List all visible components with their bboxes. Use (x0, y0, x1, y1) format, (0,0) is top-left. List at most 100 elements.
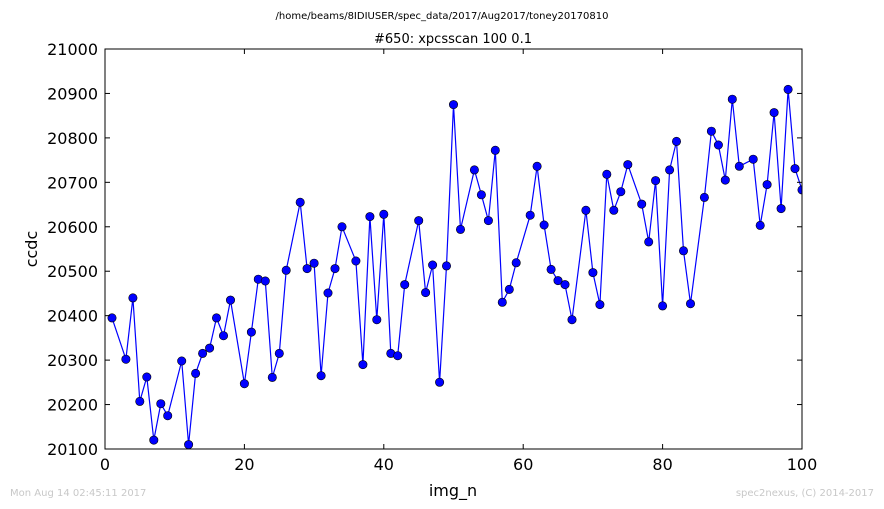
y-tick-label: 20400 (47, 307, 98, 326)
data-point (602, 169, 612, 179)
data-point (316, 371, 326, 381)
data-point (358, 360, 368, 370)
data-point (658, 301, 668, 311)
data-point (246, 327, 256, 337)
data-point (184, 440, 194, 449)
data-point (149, 435, 159, 445)
data-point (177, 356, 187, 366)
data-point (616, 187, 626, 197)
data-point (504, 284, 514, 294)
data-point (219, 331, 229, 341)
x-axis-label: img_n (429, 481, 477, 501)
x-tick-label: 20 (234, 455, 254, 474)
y-tick-label: 21000 (47, 40, 98, 59)
data-point (372, 315, 382, 325)
data-point (706, 126, 716, 136)
x-tick-label: 60 (513, 455, 533, 474)
data-point (267, 372, 277, 382)
y-tick-label: 20300 (47, 351, 98, 370)
data-point (441, 261, 451, 271)
y-tick-label: 20600 (47, 218, 98, 237)
data-point (483, 216, 493, 226)
data-point (400, 280, 410, 290)
data-point (720, 175, 730, 185)
data-point (490, 145, 500, 155)
data-point (609, 205, 619, 215)
plot-frame (104, 48, 803, 450)
data-point (191, 368, 201, 378)
data-point (678, 246, 688, 256)
y-tick-label: 20500 (47, 262, 98, 281)
file-path-header: /home/beams/8IDIUSER/spec_data/2017/Aug2… (276, 11, 609, 22)
data-point (393, 351, 403, 361)
data-point (260, 276, 270, 286)
data-point (448, 100, 458, 110)
data-point (748, 154, 758, 164)
data-point (637, 199, 647, 209)
data-point (790, 164, 800, 174)
data-point (783, 84, 793, 94)
series-group (107, 84, 802, 449)
data-point (128, 293, 138, 303)
data-point (205, 343, 215, 353)
data-point (553, 276, 563, 286)
data-point (135, 396, 145, 406)
data-point (295, 197, 305, 207)
data-point (365, 212, 375, 222)
timestamp-label: Mon Aug 14 02:45:11 2017 (10, 488, 147, 499)
data-point (198, 348, 208, 358)
series-line (111, 89, 802, 445)
data-point (274, 348, 284, 358)
data-point (651, 176, 661, 186)
chart-title: #650: xpcsscan 100 0.1 (374, 32, 532, 47)
data-point (121, 354, 131, 364)
data-point (302, 264, 312, 274)
data-point (595, 300, 605, 310)
data-point (539, 220, 549, 230)
data-point (671, 136, 681, 146)
data-point (226, 295, 236, 305)
data-point (428, 260, 438, 270)
data-point (107, 313, 117, 323)
y-tick-label: 20900 (47, 84, 98, 103)
data-point (414, 216, 424, 226)
data-point (476, 190, 486, 200)
data-point (762, 180, 772, 190)
data-point (379, 209, 389, 219)
credit-label: spec2nexus, (C) 2014-2017 (735, 488, 874, 499)
data-point (532, 161, 542, 171)
data-point (497, 297, 507, 307)
data-point (309, 258, 319, 268)
data-point (330, 264, 340, 274)
data-point (239, 379, 249, 389)
y-axis-label: ccdc (22, 231, 41, 268)
data-point (623, 160, 633, 170)
data-point (581, 205, 591, 215)
data-point (588, 268, 598, 278)
data-point (525, 210, 535, 220)
data-point (212, 313, 222, 323)
data-point (142, 372, 152, 382)
data-point (685, 299, 695, 309)
data-point (156, 399, 166, 409)
y-tick-label: 20100 (47, 440, 98, 459)
data-point (769, 108, 779, 118)
x-tick-label: 40 (374, 455, 394, 474)
data-point (699, 192, 709, 202)
y-tick-label: 20200 (47, 396, 98, 415)
data-point (163, 411, 173, 421)
data-point (734, 161, 744, 171)
y-tick-label: 20800 (47, 129, 98, 148)
data-point (546, 264, 556, 274)
data-point (351, 256, 361, 266)
data-point (421, 288, 431, 298)
data-point (323, 288, 333, 298)
data-point (455, 224, 465, 234)
data-point (776, 204, 786, 214)
data-point (469, 165, 479, 175)
data-point (435, 377, 445, 387)
data-point (644, 237, 654, 247)
data-point (713, 140, 723, 150)
data-point (727, 94, 737, 104)
